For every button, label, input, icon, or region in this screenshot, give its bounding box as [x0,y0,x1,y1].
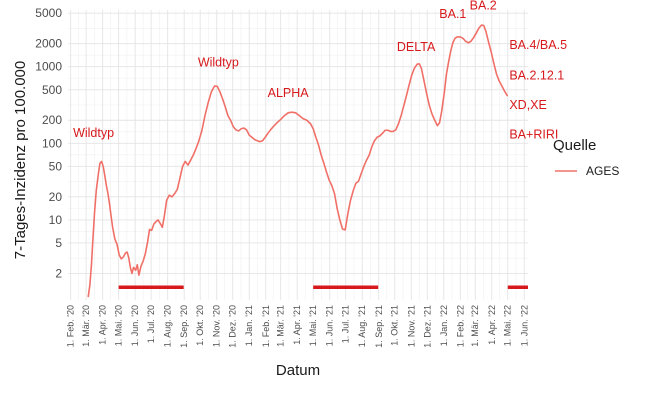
y-tick-label: 2000 [35,37,62,51]
x-tick-label: 1. Jul. '20 [146,305,156,343]
y-tick-label: 2 [55,266,62,280]
x-tick-label: 1. Mai. '22 [503,305,513,346]
x-tick-label: 1. Jan. '22 [439,305,449,346]
x-tick-label: 1. Mär. '22 [470,305,480,347]
y-tick-label: 500 [42,83,62,97]
y-tick-label: 100 [42,136,62,150]
x-tick-label: 1. Jan. '21 [244,305,254,346]
grid [68,10,528,300]
variant-label: DELTA [397,40,436,54]
x-tick-label: 1. Apr. '22 [487,305,497,345]
x-tick-label: 1. Aug. '21 [357,305,367,347]
variant-label: Wildtyp [198,56,239,70]
y-tick-label: 5 [55,236,62,250]
y-axis: 2 5 10 20 50 100 200 500 1000 2000 5000 [35,6,62,280]
x-tick-label: 1. Mär. '20 [81,305,91,347]
x-tick-label: 1. Mai. '21 [308,305,318,346]
x-tick-label: 1. Mai. '20 [114,305,124,346]
x-tick-label: 1. Apr. '21 [292,305,302,345]
legend: Quelle AGES [553,137,619,178]
series-lines [87,24,509,298]
y-tick-label: 1000 [35,60,62,74]
x-tick-label: 1. Mär. '21 [276,305,286,347]
variant-label: BA.2 [470,0,497,12]
x-tick-label: 1. Okt. '21 [390,305,400,346]
legend-title: Quelle [553,137,596,154]
x-tick-label: 1. Feb. '22 [455,305,465,347]
variant-annotations: Wildtyp Wildtyp ALPHA DELTA BA.1 BA.2 BA.4/BA.… [73,0,567,142]
variant-label: Wildtyp [73,126,114,140]
y-tick-label: 10 [49,213,63,227]
x-tick-label: 1. Nov. '20 [212,305,222,347]
variant-label: ALPHA [268,86,310,100]
x-tick-label: 1. Nov. '21 [406,305,416,347]
series-line-ages [87,24,509,298]
x-tick-label: 1. Sep. '20 [179,305,189,348]
variant-label: BA+RIRI [509,128,558,142]
x-tick-label: 1. Jun. '20 [130,305,140,346]
x-tick-label: 1. Okt. '20 [195,305,205,346]
x-axis: 1. Feb. '20 1. Mär. '20 1. Apr. '20 1. Mai.… [66,305,530,348]
x-tick-label: 1. Feb. '21 [261,305,271,347]
y-axis-title: 7-Tages-Inzidenz pro 100.000 [12,61,29,259]
y-tick-label: 200 [42,113,62,127]
y-tick-label: 50 [49,159,63,173]
y-tick-label: 5000 [35,6,62,20]
y-tick-label: 20 [49,190,63,204]
variant-label: BA.2.12.1 [509,69,564,83]
x-tick-label: 1. Jun. '22 [519,305,529,346]
x-tick-label: 1. Apr. '20 [98,305,108,345]
x-tick-label: 1. Aug. '20 [163,305,173,347]
x-axis-title: Datum [276,362,320,379]
x-tick-label: 1. Jul. '21 [341,305,351,343]
x-tick-label: 1. Dez. '21 [422,305,432,348]
variant-label: BA.4/BA.5 [509,38,567,52]
variant-label: BA.1 [439,7,466,21]
x-tick-label: 1. Dez. '20 [228,305,238,348]
x-tick-label: 1. Jun. '21 [325,305,335,346]
variant-label: XD,XE [509,98,547,112]
x-tick-label: 1. Sep. '21 [374,305,384,348]
x-tick-label: 1. Feb. '20 [66,305,76,347]
legend-label-ages: AGES [586,164,619,178]
